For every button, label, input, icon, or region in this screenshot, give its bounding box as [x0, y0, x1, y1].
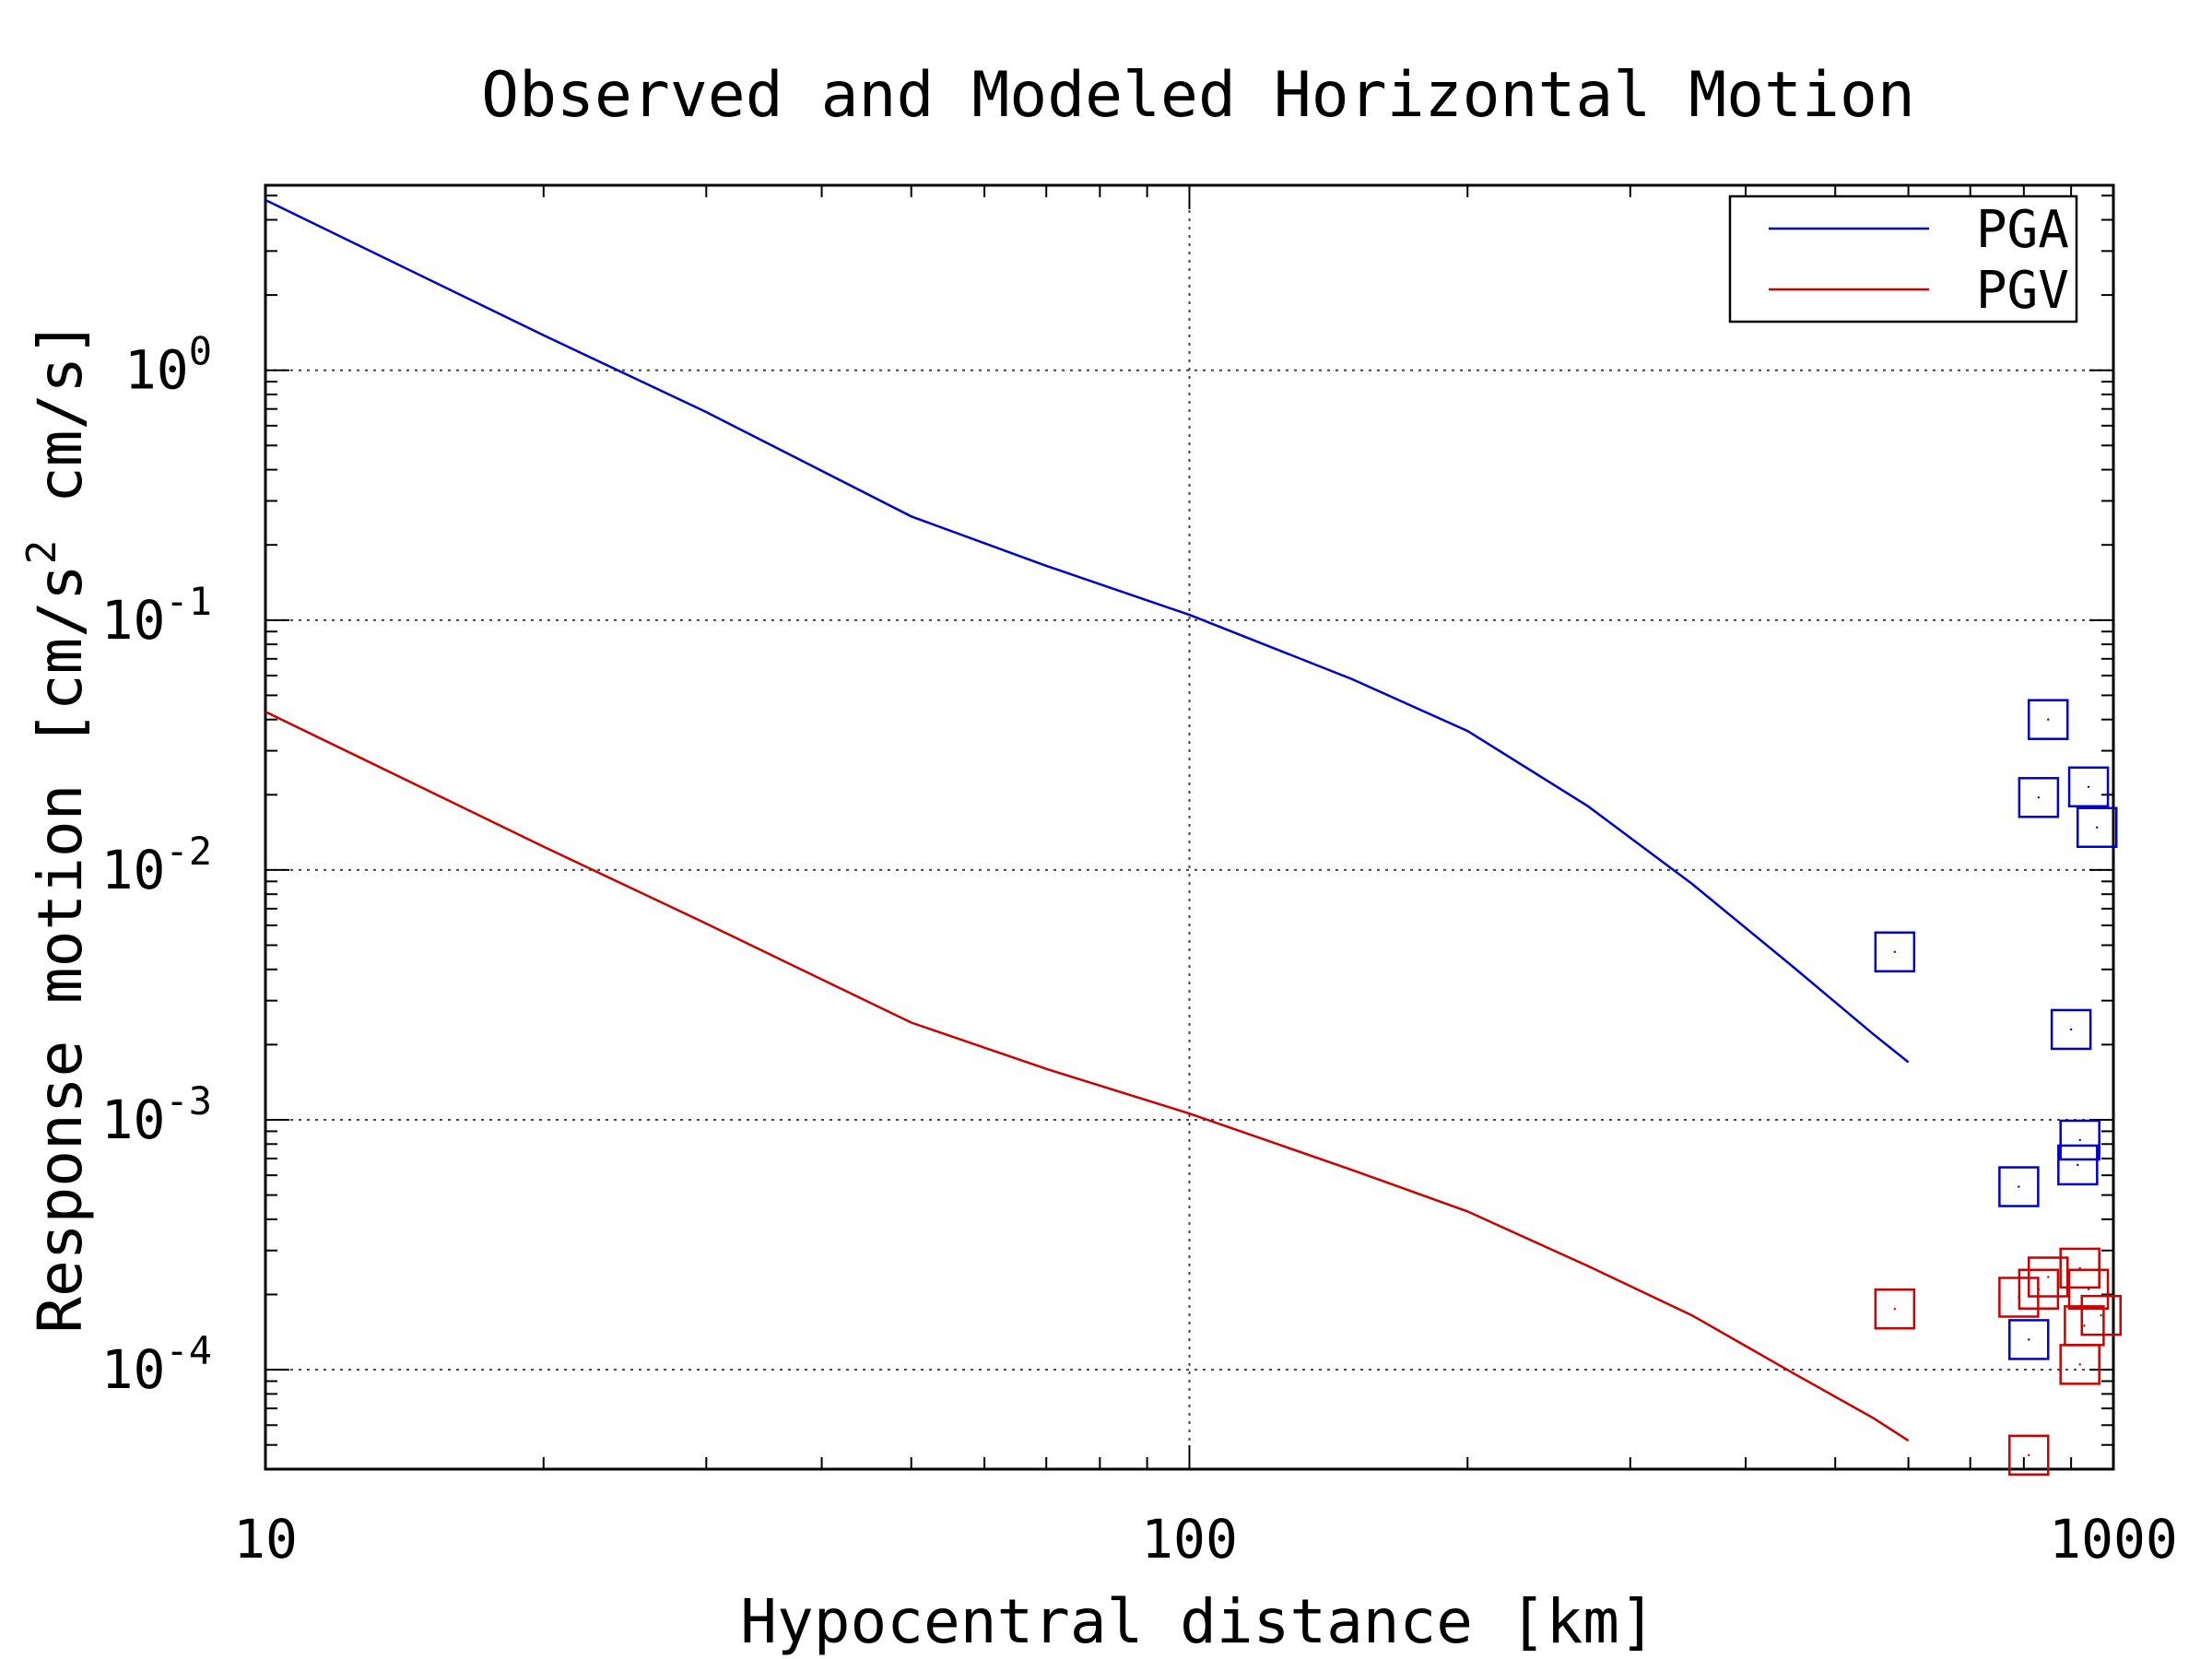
observed-points	[1874, 699, 2122, 1477]
observed-point-dot	[2087, 785, 2090, 788]
y-axis-label-main: Response motion [cm/s	[25, 564, 96, 1333]
observed-point-pgv	[2059, 1344, 2100, 1385]
observed-point-dot	[2018, 1185, 2020, 1188]
tick-labels: 10 100 1000 100 10-1 10-2 10-3 10-4	[101, 329, 2178, 1571]
observed-point-dot	[1893, 1308, 1897, 1311]
observed-point-dot	[2096, 826, 2099, 829]
legend-box	[1728, 194, 2078, 324]
y-tick-label: 10-3	[101, 1078, 212, 1151]
observed-point-dot	[2078, 1266, 2081, 1270]
y-axis-label: Response motion [cm/s2 cm/s]	[18, 320, 96, 1333]
legend-label-pgv: PGV	[1976, 261, 2069, 321]
observed-point-pga	[2027, 699, 2069, 740]
chart-title: Observed and Modeled Horizontal Motion	[481, 59, 1915, 132]
observed-point-pgv	[1874, 1288, 1916, 1330]
series-line-pga	[265, 198, 1910, 1064]
y-tick-label: 10-1	[101, 579, 212, 652]
series-line-pgv	[265, 711, 1910, 1442]
observed-point-dot	[2028, 1338, 2030, 1341]
observed-point-dot	[2078, 1138, 2081, 1142]
observed-point-dot	[2047, 1276, 2050, 1278]
legend-label-pga: PGA	[1976, 200, 2069, 260]
observed-point-pgv	[2059, 1247, 2100, 1289]
observed-point-pga	[1998, 1166, 2040, 1207]
observed-point-pgv	[2018, 1268, 2060, 1311]
observed-point-dot	[2087, 1288, 2090, 1290]
observed-point-pgv	[2080, 1294, 2122, 1336]
observed-point-pga	[2057, 1144, 2099, 1186]
observed-point-dot	[2037, 1288, 2041, 1290]
observed-point-pga	[2059, 1119, 2100, 1161]
observed-point-pgv	[2027, 1256, 2069, 1298]
grid	[265, 185, 2113, 1469]
observed-point-pga	[2067, 766, 2110, 808]
x-tick-label: 100	[1141, 1508, 1238, 1571]
y-axis-label-sup: 2	[18, 540, 65, 565]
observed-point-dot	[2100, 1313, 2102, 1317]
observed-point-pga	[2076, 806, 2118, 849]
observed-point-pgv	[2067, 1268, 2110, 1311]
x-tick-label: 1000	[2049, 1508, 2178, 1571]
observed-point-dot	[2028, 1453, 2030, 1457]
observed-point-dot	[1893, 950, 1897, 954]
observed-point-dot	[2037, 796, 2041, 799]
series-lines	[265, 198, 1910, 1442]
y-tick-label: 10-2	[101, 829, 212, 901]
x-axis-label: Hypocentral distance [km]	[740, 1586, 1655, 1657]
observed-point-dot	[2083, 1324, 2086, 1327]
observed-point-dot	[2069, 1028, 2073, 1031]
observed-point-pga	[2008, 1319, 2050, 1360]
observed-point-pgv	[2008, 1434, 2050, 1477]
x-tick-label: 10	[233, 1508, 298, 1571]
y-tick-label: 10-4	[101, 1328, 212, 1401]
observed-point-pga	[2050, 1008, 2092, 1051]
observed-point-dot	[2078, 1363, 2081, 1366]
observed-point-dot	[2047, 718, 2050, 721]
observed-point-pga	[1874, 931, 1916, 973]
observed-point-dot	[2077, 1163, 2079, 1167]
y-tick-label: 100	[124, 329, 212, 402]
y-axis-label-end: cm/s]	[25, 320, 96, 539]
observed-point-pga	[2018, 777, 2060, 818]
